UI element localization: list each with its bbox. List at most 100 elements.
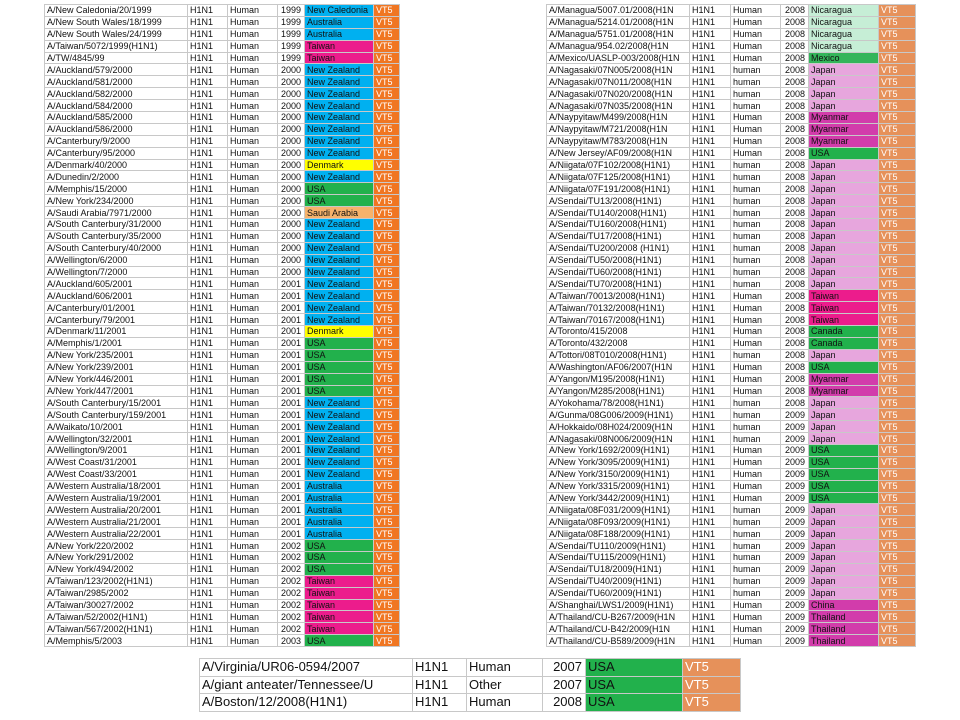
strain-name-cell: A/Niigata/07F102/2008(H1N1) xyxy=(546,158,690,172)
host-cell: Human xyxy=(227,265,278,279)
table-row: A/West Coast/31/2001 H1N1 Human 2001 New Zea… xyxy=(44,455,400,469)
clade-cell: VT5 xyxy=(682,658,741,677)
subtype-cell: H1N1 xyxy=(187,206,228,220)
table-row: A/Western Australia/20/2001 H1N1 Human 2001… xyxy=(44,503,400,517)
host-cell: human xyxy=(730,396,781,410)
table-row: A/Virginia/UR06-0594/2007 H1N1 Human 2007 US… xyxy=(199,658,741,677)
host-cell: Human xyxy=(730,360,781,374)
country-cell: New Zealand xyxy=(304,420,374,434)
country-cell: Taiwan xyxy=(808,301,879,315)
subtype-cell: H1N1 xyxy=(412,658,467,677)
host-cell: Human xyxy=(227,515,278,529)
strain-name-cell: A/Waikato/10/2001 xyxy=(44,420,188,434)
table-row: A/Sendai/TU110/2009(H1N1) H1N1 human 2009 Ja… xyxy=(546,539,916,552)
table-row: A/Yangon/M285/2008(H1N1) H1N1 Human 2008 Mya… xyxy=(546,384,916,398)
host-cell: Human xyxy=(227,336,278,350)
strain-name-cell: A/New York/291/2002 xyxy=(44,550,188,564)
year-cell: 2002 xyxy=(277,539,305,552)
country-cell: New Zealand xyxy=(304,265,374,279)
strain-name-cell: A/New Jersey/AF09/2008(H1N xyxy=(546,146,690,160)
strain-name-cell: A/New York/235/2001 xyxy=(44,348,188,362)
year-cell: 2002 xyxy=(277,562,305,576)
clade-cell: VT5 xyxy=(878,4,916,17)
year-cell: 2002 xyxy=(277,574,305,588)
year-cell: 2009 xyxy=(780,586,809,600)
subtype-cell: H1N1 xyxy=(187,229,228,243)
subtype-cell: H1N1 xyxy=(187,146,228,160)
subtype-cell: H1N1 xyxy=(187,467,228,481)
subtype-cell: H1N1 xyxy=(187,122,228,136)
subtype-cell: H1N1 xyxy=(689,384,731,398)
host-cell: Human xyxy=(227,87,278,101)
strain-name-cell: A/Yokohama/78/2008(H1N1) xyxy=(546,396,690,410)
clade-cell: VT5 xyxy=(878,51,916,65)
subtype-cell: H1N1 xyxy=(187,4,228,17)
country-cell: Nicaragua xyxy=(808,27,879,41)
host-cell: Human xyxy=(227,574,278,588)
year-cell: 2009 xyxy=(780,432,809,445)
clade-cell: VT5 xyxy=(373,265,400,279)
year-cell: 2008 xyxy=(780,384,809,398)
table-row: A/Canterbury/79/2001 H1N1 Human 2001 New Zea… xyxy=(44,313,400,327)
host-cell: Human xyxy=(227,491,278,505)
subtype-cell: H1N1 xyxy=(187,289,228,303)
table-row: A/New York/234/2000 H1N1 Human 2000 USA VT5 xyxy=(44,194,400,208)
host-cell: Human xyxy=(730,622,781,636)
subtype-cell: H1N1 xyxy=(689,111,731,124)
table-row: A/Managua/5007.01/2008(H1N H1N1 Human 2008 N… xyxy=(546,4,916,17)
host-cell: Human xyxy=(730,134,781,148)
host-cell: Human xyxy=(227,218,278,231)
table-row: A/Sendai/TU13/2008(H1N1) H1N1 human 2008 Jap… xyxy=(546,194,916,208)
table-row: A/Canterbury/01/2001 H1N1 Human 2001 New Zea… xyxy=(44,301,400,315)
country-cell: Saudi Arabia xyxy=(304,206,374,220)
subtype-cell: H1N1 xyxy=(689,598,731,612)
table-row: A/South Canterbury/31/2000 H1N1 Human 2000 N… xyxy=(44,218,400,231)
year-cell: 2001 xyxy=(277,336,305,350)
year-cell: 2008 xyxy=(780,15,809,29)
year-cell: 2001 xyxy=(277,443,305,457)
host-cell: Human xyxy=(227,111,278,124)
table-row: A/Sendai/TU50/2008(H1N1) H1N1 human 2008 Jap… xyxy=(546,253,916,267)
table-row: A/Niigata/07F102/2008(H1N1) H1N1 human 2008… xyxy=(546,158,916,172)
host-cell: human xyxy=(730,194,781,208)
clade-cell: VT5 xyxy=(373,562,400,576)
strain-name-cell: A/Taiwan/52/2002(H1N1) xyxy=(44,610,188,624)
table-row: A/Taiwan/70013/2008(H1N1) H1N1 Human 2008 Ta… xyxy=(546,289,916,303)
year-cell: 2008 xyxy=(780,241,809,255)
table-row: A/Sendai/TU70/2008(H1N1) H1N1 human 2008 Jap… xyxy=(546,277,916,291)
country-cell: New Zealand xyxy=(304,253,374,267)
country-cell: Taiwan xyxy=(304,622,374,636)
country-cell: USA xyxy=(808,467,879,481)
subtype-cell: H1N1 xyxy=(187,99,228,113)
clade-cell: VT5 xyxy=(878,218,916,231)
year-cell: 2008 xyxy=(780,122,809,136)
clade-cell: VT5 xyxy=(878,491,916,505)
host-cell: Human xyxy=(227,634,278,648)
subtype-cell: H1N1 xyxy=(689,218,731,231)
strain-name-cell: A/giant anteater/Tennessee/U xyxy=(199,675,413,695)
host-cell: Human xyxy=(730,39,781,53)
year-cell: 2008 xyxy=(780,111,809,124)
country-cell: Myanmar xyxy=(808,372,879,386)
table-row: A/Taiwan/2985/2002 H1N1 Human 2002 Taiwan VT5 xyxy=(44,586,400,600)
clade-cell: VT5 xyxy=(373,218,400,231)
strain-name-cell: A/Sendai/TU13/2008(H1N1) xyxy=(546,194,690,208)
host-cell: Human xyxy=(227,396,278,410)
host-cell: Human xyxy=(227,63,278,77)
year-cell: 2008 xyxy=(780,146,809,160)
strain-name-cell: A/South Canterbury/35/2000 xyxy=(44,229,188,243)
subtype-cell: H1N1 xyxy=(412,675,467,695)
strain-name-cell: A/Virginia/UR06-0594/2007 xyxy=(199,658,413,677)
host-cell: Human xyxy=(730,634,781,648)
table-row: A/Taiwan/123/2002(H1N1) H1N1 Human 2002 Taiw… xyxy=(44,574,400,588)
country-cell: Japan xyxy=(808,574,879,588)
strain-name-cell: A/Nagasaki/07N011/2008(H1N xyxy=(546,75,690,89)
host-cell: Human xyxy=(227,443,278,457)
clade-cell: VT5 xyxy=(878,634,916,648)
year-cell: 2009 xyxy=(780,467,809,481)
country-cell: USA xyxy=(808,443,879,457)
strain-name-cell: A/Managua/954.02/2008(H1N xyxy=(546,39,690,53)
clade-cell: VT5 xyxy=(878,325,916,338)
year-cell: 1999 xyxy=(277,51,305,65)
year-cell: 2001 xyxy=(277,503,305,517)
